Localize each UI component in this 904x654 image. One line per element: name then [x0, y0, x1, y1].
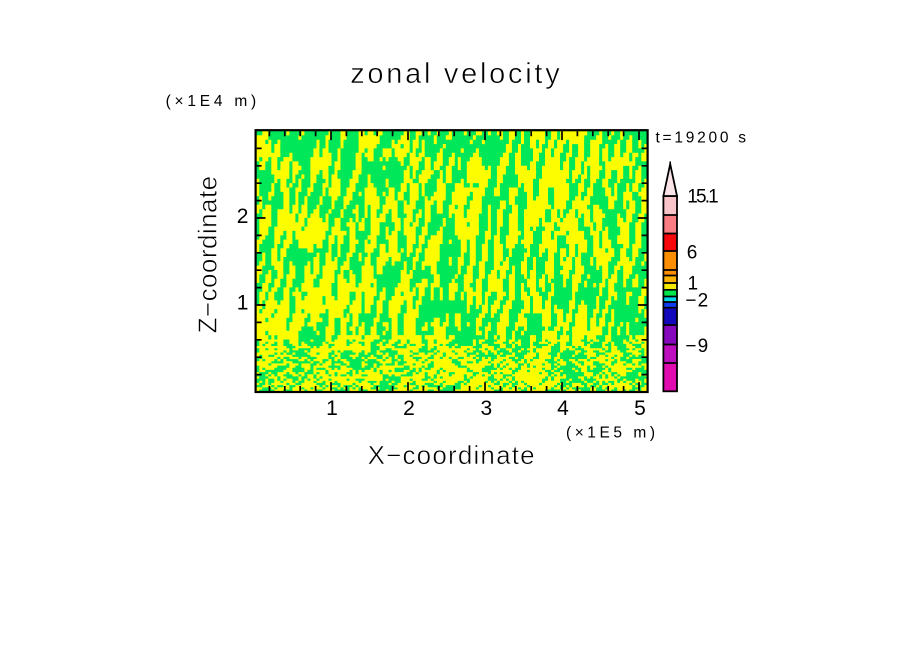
svg-text:zonal velocity: zonal velocity	[350, 58, 560, 90]
svg-text:2: 2	[403, 397, 415, 420]
svg-text:1: 1	[688, 273, 699, 294]
svg-text:Z−coordinate: Z−coordinate	[193, 176, 223, 334]
svg-text:−9: −9	[685, 336, 708, 357]
svg-text:3: 3	[480, 397, 492, 420]
svg-text:15.1: 15.1	[687, 186, 718, 207]
svg-text:2: 2	[237, 205, 249, 228]
svg-text:−2: −2	[685, 291, 708, 312]
svg-text:5: 5	[634, 397, 646, 420]
svg-text:X−coordinate: X−coordinate	[368, 440, 535, 470]
svg-text:4: 4	[557, 397, 569, 420]
svg-text:1: 1	[237, 291, 249, 314]
svg-text:6: 6	[687, 243, 698, 264]
svg-text:t=19200 s: t=19200 s	[656, 130, 747, 147]
svg-text:1: 1	[326, 397, 338, 420]
